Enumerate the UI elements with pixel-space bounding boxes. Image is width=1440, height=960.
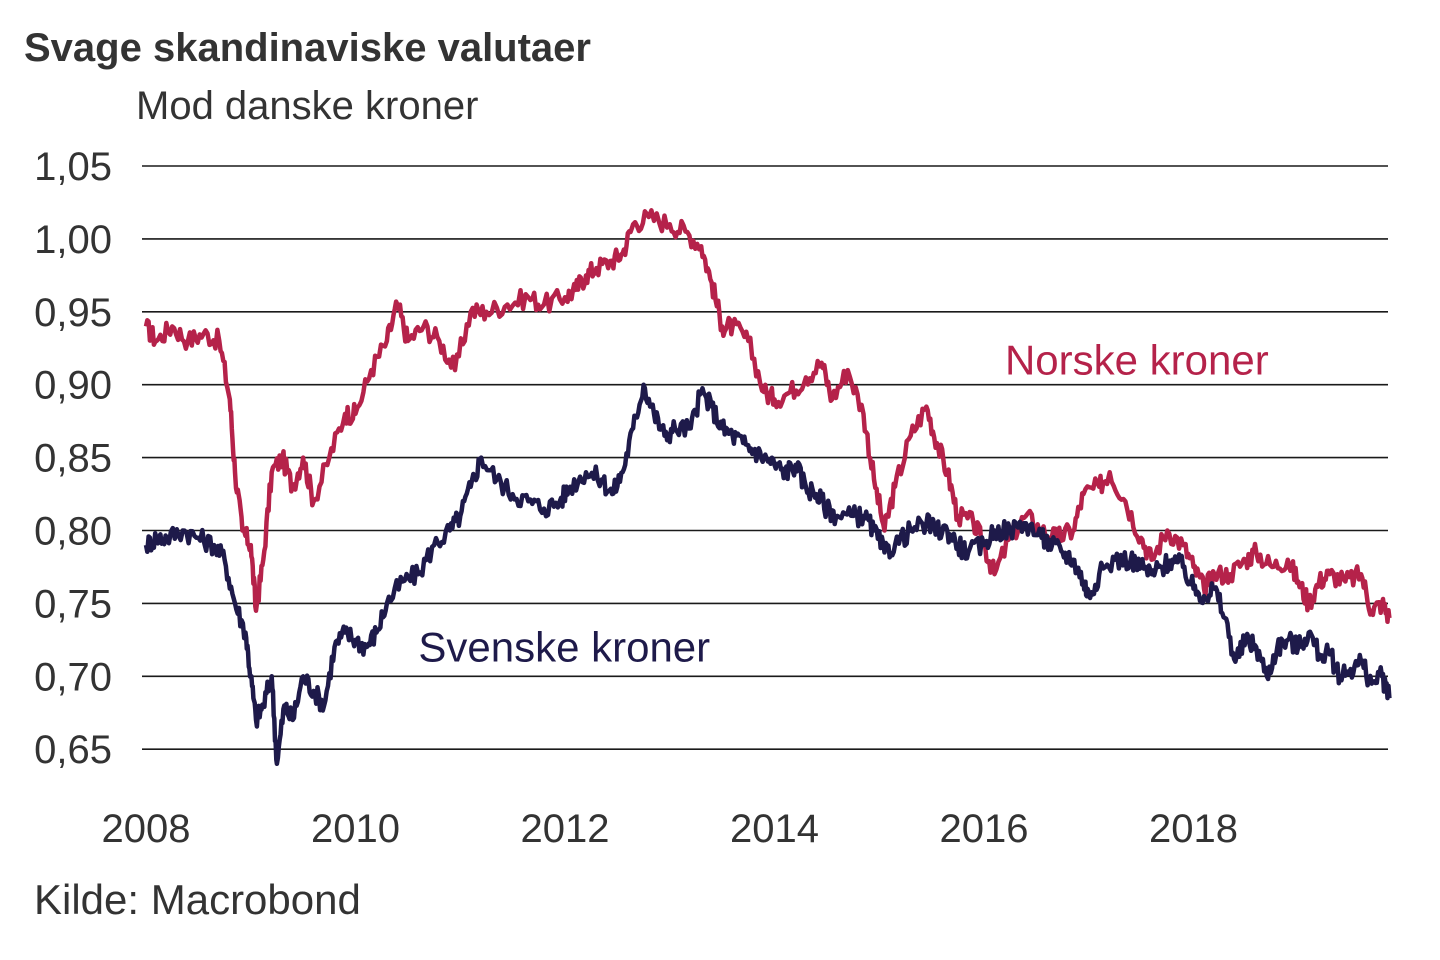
y-tick-label: 1,00 [34, 218, 112, 262]
y-tick-label: 0,65 [34, 728, 112, 772]
y-tick-label: 1,05 [34, 145, 112, 189]
y-tick-label: 0,85 [34, 437, 112, 481]
x-tick-label: 2018 [1149, 807, 1238, 851]
y-tick-label: 0,70 [34, 655, 112, 699]
source-note: Kilde: Macrobond [34, 876, 361, 923]
chart-title: Svage skandinaviske valutaer [24, 26, 591, 70]
x-tick-label: 2008 [102, 807, 191, 851]
x-tick-label: 2010 [311, 807, 400, 851]
series-label-svenske-kroner: Svenske kroner [418, 624, 710, 671]
x-axis-ticks: 2008 2010 2012 2014 2016 2018 [102, 807, 1238, 851]
x-tick-label: 2012 [521, 807, 610, 851]
x-tick-label: 2016 [940, 807, 1029, 851]
series-label-norske-kroner: Norske kroner [1005, 336, 1269, 383]
y-axis-label: Mod danske kroner [136, 84, 479, 128]
y-axis-ticks: 1,05 1,00 0,95 0,90 0,85 0,80 0,75 0,70 0,65 [34, 145, 112, 772]
y-tick-label: 0,95 [34, 291, 112, 335]
series-lines [143, 208, 1392, 767]
y-tick-label: 0,90 [34, 364, 112, 408]
series-line-svenske-kroner [143, 382, 1392, 767]
x-tick-label: 2014 [730, 807, 819, 851]
y-tick-label: 0,75 [34, 582, 112, 626]
series-labels: Norske kroner Svenske kroner [418, 336, 1268, 670]
y-tick-label: 0,80 [34, 510, 112, 554]
series-line-norske-kroner [143, 208, 1392, 625]
